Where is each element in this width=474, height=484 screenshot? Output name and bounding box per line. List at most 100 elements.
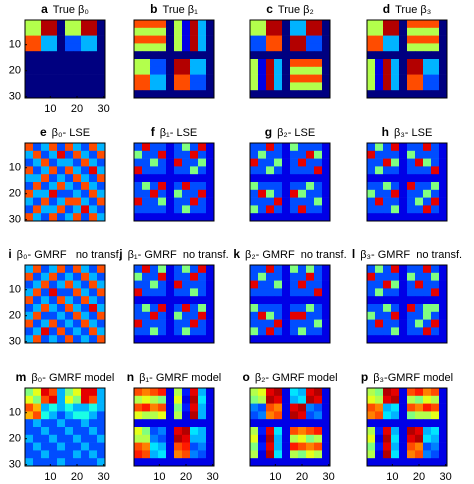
heatmap-cell bbox=[250, 265, 259, 274]
heatmap-cell bbox=[158, 59, 167, 68]
heatmap-cell bbox=[399, 419, 408, 428]
heatmap-cell bbox=[150, 43, 159, 52]
heatmap-cell bbox=[383, 458, 392, 467]
heatmap-cell bbox=[407, 388, 416, 397]
heatmap-cell bbox=[33, 388, 42, 397]
heatmap-cell bbox=[383, 419, 392, 428]
heatmap-cell bbox=[367, 90, 376, 99]
heatmap-cell bbox=[134, 205, 143, 214]
heatmap-cell bbox=[206, 74, 215, 83]
heatmap-cell bbox=[73, 189, 82, 198]
heatmap-cell bbox=[250, 288, 259, 297]
heatmap-cell bbox=[81, 158, 90, 167]
heatmap-cell bbox=[322, 319, 331, 328]
heatmap-cell bbox=[266, 427, 275, 436]
heatmap-cell bbox=[375, 411, 384, 420]
heatmap-cell bbox=[282, 272, 291, 281]
heatmap-cell bbox=[322, 143, 331, 152]
heatmap-cell bbox=[49, 335, 58, 344]
heatmap-cell bbox=[298, 90, 307, 99]
heatmap-cell bbox=[250, 51, 259, 60]
heatmap-cell bbox=[290, 304, 299, 313]
heatmap-cell bbox=[134, 419, 143, 428]
heatmap-cell bbox=[142, 450, 151, 459]
panel-title-text: β₁- GMRF no transf. bbox=[128, 249, 229, 261]
heatmap-cell bbox=[439, 296, 448, 305]
heatmap-cell bbox=[439, 166, 448, 175]
heatmap-cell bbox=[73, 272, 82, 281]
heatmap-cell bbox=[439, 143, 448, 152]
heatmap-cell bbox=[407, 82, 416, 91]
heatmap-cell bbox=[198, 27, 207, 36]
heatmap-cell bbox=[73, 20, 82, 29]
heatmap-cell bbox=[134, 296, 143, 305]
heatmap-cell bbox=[439, 59, 448, 68]
heatmap-cell bbox=[375, 434, 384, 443]
heatmap-cell bbox=[97, 388, 106, 397]
heatmap-cell bbox=[250, 43, 259, 52]
heatmap-cell bbox=[407, 166, 416, 175]
heatmap-cell bbox=[439, 189, 448, 198]
heatmap-cell bbox=[431, 434, 440, 443]
heatmap-cell bbox=[190, 304, 199, 313]
panel-title: i β₀- GMRF no transf. bbox=[8, 247, 121, 261]
heatmap-cell bbox=[250, 272, 259, 281]
heatmap-cell bbox=[375, 182, 384, 191]
panel-title: b True β₁ bbox=[150, 2, 198, 16]
panel-frame bbox=[366, 142, 448, 222]
y-tick-label: 30 bbox=[9, 459, 21, 471]
heatmap-cell bbox=[274, 403, 283, 412]
heatmap-cell bbox=[182, 419, 191, 428]
heatmap-cell bbox=[439, 288, 448, 297]
heatmap-cell bbox=[250, 319, 259, 328]
heatmap-cell bbox=[41, 182, 50, 191]
heatmap-cell bbox=[431, 35, 440, 44]
heatmap-cell bbox=[258, 43, 267, 52]
heatmap-cell bbox=[399, 205, 408, 214]
heatmap-cell bbox=[73, 280, 82, 289]
heatmap-cell bbox=[134, 434, 143, 443]
heatmap-cell bbox=[190, 174, 199, 183]
heatmap-cell bbox=[250, 304, 259, 313]
heatmap-cell bbox=[423, 458, 432, 467]
heatmap-cell bbox=[73, 182, 82, 191]
panel-title-text: β₃-GMRF model bbox=[373, 372, 453, 384]
heatmap-cell bbox=[33, 150, 42, 159]
heatmap-cell bbox=[322, 51, 331, 60]
panel-frame bbox=[133, 387, 215, 467]
heatmap-cell bbox=[415, 327, 424, 336]
heatmap-cell bbox=[306, 280, 315, 289]
heatmap-cell bbox=[73, 43, 82, 52]
heatmap-cell bbox=[49, 411, 58, 420]
heatmap-cell bbox=[391, 189, 400, 198]
heatmap-cell bbox=[73, 327, 82, 336]
heatmap-cell bbox=[150, 174, 159, 183]
heatmap-cell bbox=[306, 213, 315, 222]
heatmap-cell bbox=[290, 434, 299, 443]
heatmap-cell bbox=[258, 335, 267, 344]
heatmap-cell bbox=[81, 304, 90, 313]
heatmap-cell bbox=[49, 403, 58, 412]
heatmap-cell bbox=[65, 335, 74, 344]
heatmap-cell bbox=[439, 304, 448, 313]
heatmap-cell bbox=[306, 197, 315, 206]
heatmap-cell bbox=[150, 82, 159, 91]
heatmap-cell bbox=[97, 427, 106, 436]
heatmap-cell bbox=[314, 74, 323, 83]
heatmap-cell bbox=[142, 205, 151, 214]
panel-frame bbox=[133, 19, 215, 99]
heatmap-cell bbox=[298, 20, 307, 29]
heatmap-cell bbox=[97, 51, 106, 60]
heatmap-cell bbox=[282, 143, 291, 152]
heatmap-cell bbox=[375, 158, 384, 167]
panel-title-text: β₂- GMRF model bbox=[255, 372, 338, 384]
heatmap-cell bbox=[290, 280, 299, 289]
heatmap-cell bbox=[89, 59, 98, 68]
heatmap-cell bbox=[41, 189, 50, 198]
heatmap-cell bbox=[367, 74, 376, 83]
heatmap-cell bbox=[25, 74, 34, 83]
heatmap-cell bbox=[415, 388, 424, 397]
heatmap-cell bbox=[89, 189, 98, 198]
heatmap-cell bbox=[415, 27, 424, 36]
heatmap-cell bbox=[399, 213, 408, 222]
